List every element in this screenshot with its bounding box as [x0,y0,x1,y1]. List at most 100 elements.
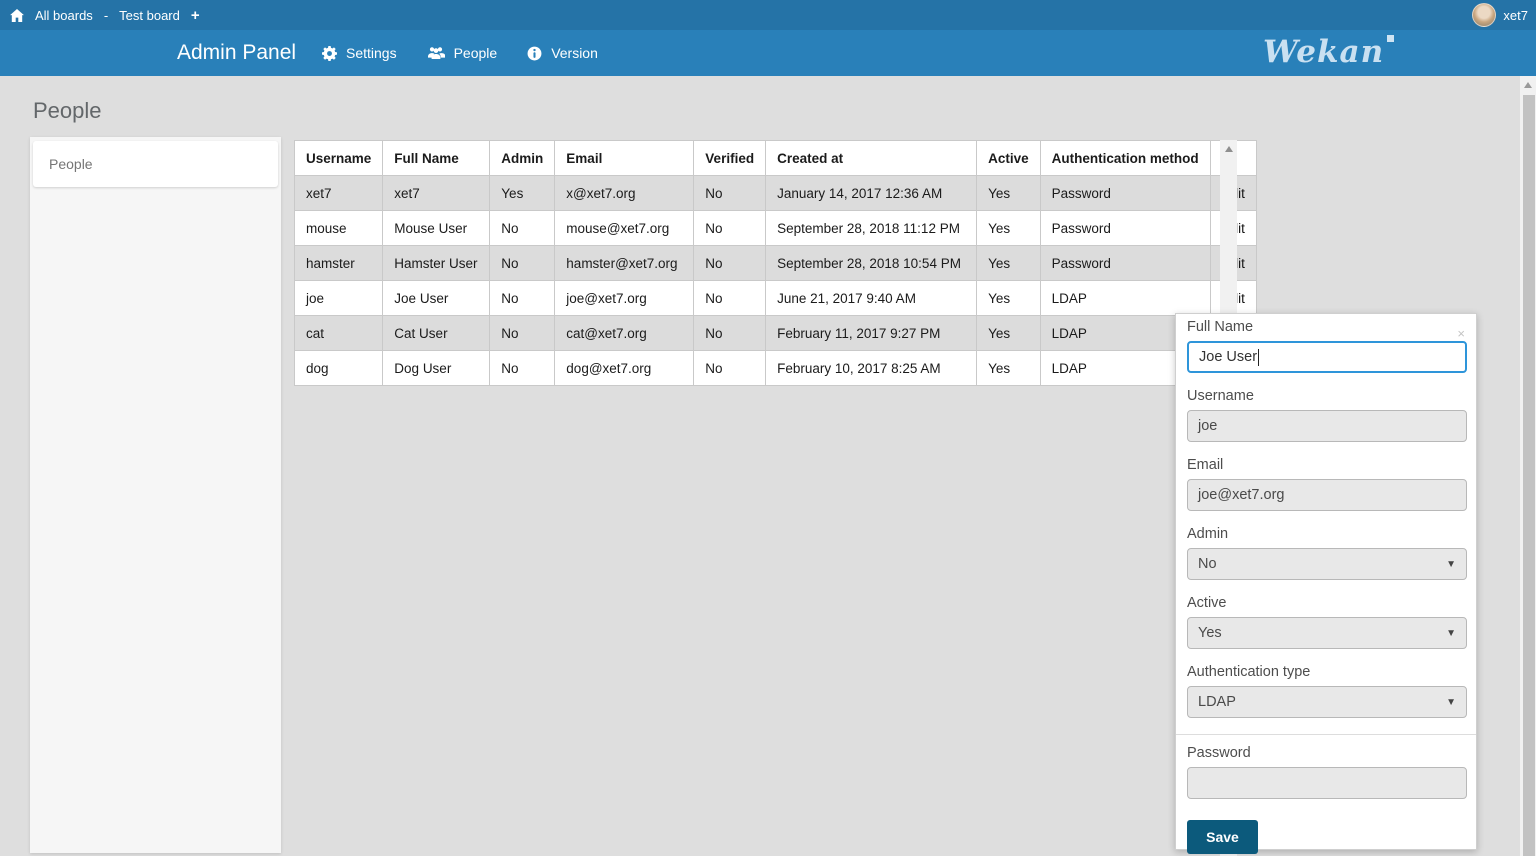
auth-type-select[interactable]: LDAP ▼ [1187,686,1467,718]
table-cell: February 11, 2017 9:27 PM [765,315,978,351]
sidebar: People [30,137,281,853]
column-header: Admin [489,140,556,176]
table-row: cat Cat User No cat@xet7.org No February 11, … [293,315,1257,351]
menu-item-settings[interactable]: Settings [322,45,397,61]
table-cell: cat [293,315,384,351]
scroll-up-icon[interactable] [1524,82,1532,88]
auth-type-value: LDAP [1198,694,1236,710]
table-cell: mouse@xet7.org [554,210,695,246]
table-cell: No [693,350,767,386]
table-cell: cat@xet7.org [554,315,695,351]
table-row: joe Joe User No joe@xet7.org No June 21, 2017… [293,280,1257,316]
board-name-link[interactable]: Test board [119,7,180,23]
table-cell: hamster [293,245,384,281]
table-cell: Yes [976,315,1041,351]
menu-label-settings: Settings [346,45,397,61]
table-cell: No [489,245,556,281]
table-cell: Joe User [382,280,491,316]
table-cell: hamster@xet7.org [554,245,695,281]
table-cell: No [693,175,767,211]
table-cell: x@xet7.org [554,175,695,211]
add-board-icon[interactable]: + [190,6,200,24]
table-cell: LDAP [1039,280,1211,316]
table-row: dog Dog User No dog@xet7.org No February 10, … [293,350,1257,386]
table-cell: dog [293,350,384,386]
admin-value: No [1198,556,1217,572]
active-select[interactable]: Yes ▼ [1187,617,1467,649]
edit-user-panel: × Full Name Joe User Username joe Email … [1175,313,1477,854]
table-cell: Yes [976,245,1041,281]
table-cell: dog@xet7.org [554,350,695,386]
column-header: Created at [765,140,978,176]
all-boards-link[interactable]: All boards [35,7,93,23]
table-cell: Password [1039,245,1211,281]
sidebar-item-label: People [49,156,93,172]
people-icon [427,46,445,60]
table-cell: Yes [976,280,1041,316]
table-cell: No [693,315,767,351]
table-cell: No [693,210,767,246]
table-cell: joe@xet7.org [554,280,695,316]
text-caret [1258,348,1260,366]
full-name-value: Joe User [1199,349,1258,365]
table-cell: January 14, 2017 12:36 AM [765,175,978,211]
email-input[interactable]: joe@xet7.org [1187,479,1467,511]
table-cell: No [693,280,767,316]
page-header-title: Admin Panel [177,41,297,64]
auth-type-label: Authentication type [1187,664,1311,680]
table-cell: No [489,315,556,351]
table-cell: mouse [293,210,384,246]
sidebar-item-people[interactable]: People [33,141,278,187]
username-label[interactable]: xet7 [1503,7,1528,23]
column-header: Authentication method [1039,140,1211,176]
username-input[interactable]: joe [1187,410,1467,442]
table-row: mouse Mouse User No mouse@xet7.org No Septemb… [293,210,1257,246]
table-cell: joe [293,280,384,316]
admin-select[interactable]: No ▼ [1187,548,1467,580]
table-cell: Hamster User [382,245,491,281]
breadcrumb-separator: - [103,7,109,23]
menu-item-version[interactable]: Version [527,45,598,61]
chevron-down-icon: ▼ [1446,558,1456,570]
home-icon[interactable] [10,8,24,22]
menu-item-people[interactable]: People [427,45,498,61]
table-cell: Yes [489,175,556,211]
table-cell: No [489,350,556,386]
table-cell: xet7 [293,175,384,211]
password-input[interactable] [1187,767,1467,799]
page-title: People [33,98,102,123]
email-value: joe@xet7.org [1198,487,1285,503]
avatar[interactable] [1472,3,1497,27]
full-name-input[interactable]: Joe User [1187,341,1467,373]
table-cell: Mouse User [382,210,491,246]
username-value: joe [1198,418,1218,434]
table-cell: Yes [976,210,1041,246]
column-header: Full Name [382,140,491,176]
active-label: Active [1187,595,1227,611]
chevron-down-icon: ▼ [1446,627,1456,639]
chevron-down-icon: ▼ [1446,696,1456,708]
scrollbar-thumb[interactable] [1523,95,1535,856]
column-header: Username [293,140,384,176]
table-cell: September 28, 2018 10:54 PM [765,245,978,281]
table-cell: No [693,245,767,281]
admin-label: Admin [1187,526,1229,542]
info-icon [527,46,542,61]
active-value: Yes [1198,625,1222,641]
gear-icon [322,45,337,61]
table-cell: Cat User [382,315,491,351]
table-cell: xet7 [382,175,491,211]
page-scrollbar[interactable] [1520,76,1536,856]
scroll-up-icon[interactable] [1224,146,1233,152]
close-icon[interactable]: × [1457,326,1465,341]
table-header-row: Username Full Name Admin Email Verified Creat… [293,140,1257,176]
table-row: hamster Hamster User No hamster@xet7.org No S… [293,245,1257,281]
menu-label-people: People [453,45,498,61]
table-body: xet7 xet7 Yes x@xet7.org No January 14, 2017 … [293,175,1257,386]
save-button[interactable]: Save [1187,820,1258,854]
admin-menu: Settings People Version [322,30,598,76]
table-cell: No [489,280,556,316]
table-cell: Yes [976,175,1041,211]
table-cell: Dog User [382,350,491,386]
table-cell: Yes [976,350,1041,386]
